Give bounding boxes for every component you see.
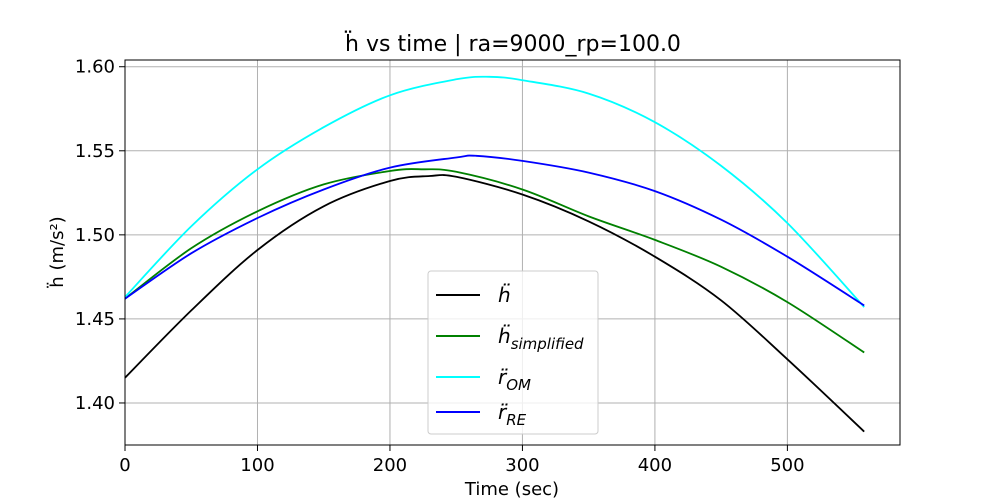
x-tick-label: 200 — [373, 455, 407, 476]
y-tick-label: 1.50 — [75, 225, 115, 246]
series-line — [124, 174, 865, 433]
series-lines — [124, 75, 865, 433]
y-tick-label: 1.40 — [75, 393, 115, 414]
legend-box — [427, 270, 599, 435]
legend-label: ḧsimplified — [498, 324, 584, 353]
legend-label: r̈RE — [498, 400, 527, 429]
y-tick-label: 1.60 — [75, 57, 115, 78]
y-tick-label: 1.55 — [75, 141, 115, 162]
x-tick-label: 500 — [770, 455, 804, 476]
axis-ticks: 0 100 200 300 400 500 1.40 1.45 1.50 1.55 1.60 — [75, 57, 805, 476]
y-tick-label: 1.45 — [75, 309, 115, 330]
x-tick-label: 300 — [505, 455, 539, 476]
plot-frame — [124, 59, 901, 446]
grid-lines — [124, 60, 900, 445]
y-axis-label: ḧ (m/s²) — [47, 216, 68, 288]
legend: ḧ ḧsimplified r̈OM r̈RE — [427, 270, 599, 435]
x-tick-label: 0 — [119, 455, 130, 476]
x-axis-label: Time (sec) — [464, 479, 559, 500]
series-line — [124, 75, 865, 308]
x-tick-label: 100 — [240, 455, 274, 476]
legend-label: r̈OM — [498, 365, 531, 394]
series-line — [124, 154, 865, 307]
x-tick-label: 400 — [638, 455, 672, 476]
legend-label: ḧ — [498, 283, 511, 307]
chart-title: ḧ vs time | ra=9000_rp=100.0 — [344, 31, 681, 57]
series-line — [124, 168, 865, 354]
